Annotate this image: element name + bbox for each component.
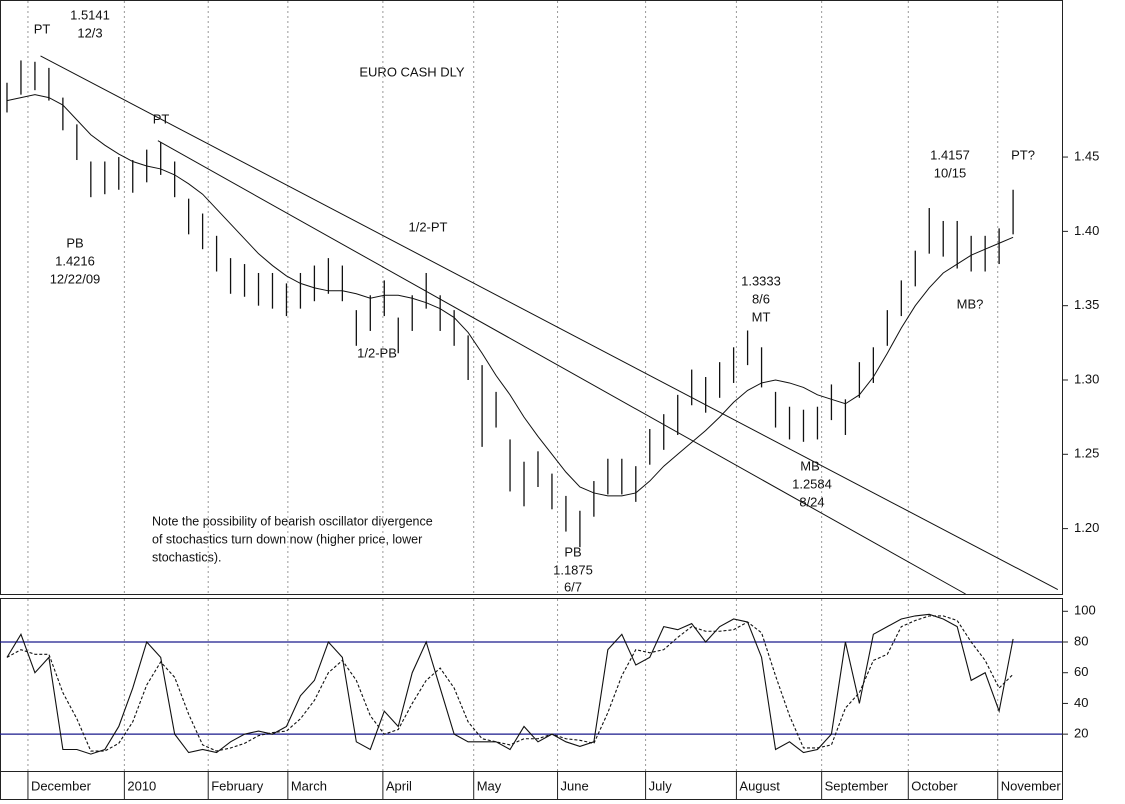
annotation: PB [66,235,83,250]
y-tick-label: 20 [1074,726,1088,741]
stochastic-line [6,615,1014,752]
annotation: PT? [1011,147,1035,162]
annotation: 12/3 [77,25,102,40]
annotation: 1.1875 [553,562,593,577]
annotation: 12/22/09 [50,271,101,286]
y-tick-label: 40 [1074,695,1088,710]
annotation: 6/7 [564,579,582,594]
annotations: PT 1.5141 12/3 PT PB 1.4216 12/22/09 1/2… [34,7,1035,594]
x-tick-label: 2010 [127,778,156,793]
annotation: MT [752,309,771,324]
moving-average [6,94,1014,497]
x-tick-label: July [649,778,673,793]
x-tick-label: February [211,778,264,793]
y-tick-label: 100 [1074,603,1096,618]
x-tick-label: October [911,778,958,793]
x-tick-label: June [561,778,589,793]
annotation: MB? [957,296,984,311]
annotation: 1.4157 [930,147,970,162]
y-tick-label: 1.25 [1074,446,1099,461]
annotation: 1.3333 [741,273,781,288]
x-tick-label: December [31,778,92,793]
trendline [40,55,1059,590]
x-tick-label: April [386,778,412,793]
annotation: 1/2-PB [357,345,397,360]
note-line: stochastics). [152,550,221,564]
annotation: 1.5141 [70,7,110,22]
stochastic-line [6,613,1014,755]
y-tick-label: 1.30 [1074,371,1099,386]
x-axis-strip [0,771,1063,800]
annotation: 10/15 [934,165,967,180]
y-tick-label: 1.40 [1074,223,1099,238]
annotation: 8/24 [799,494,824,509]
y-tick-label: 80 [1074,633,1088,648]
annotation: PT [34,21,51,36]
chart-title: EURO CASH DLY [359,64,465,79]
x-tick-label: September [825,778,889,793]
x-tick-label: May [477,778,502,793]
note-line: Note the possibility of bearish oscillat… [152,514,433,528]
x-tick-label: August [739,778,780,793]
y-tick-label: 1.20 [1074,520,1099,535]
annotation: 1/2-PT [408,219,447,234]
annotation: MB [800,458,820,473]
y-tick-label: 60 [1074,664,1088,679]
x-tick-label: November [1001,778,1062,793]
x-tick-label: March [291,778,327,793]
stoch-panel [0,598,1063,772]
note-line: of stochastics turn down now (higher pri… [152,532,422,546]
annotation: 1.2584 [792,476,832,491]
annotation: 8/6 [752,291,770,306]
price-panel [0,0,1063,595]
annotation: PB [564,544,581,559]
annotation: 1.4216 [55,253,95,268]
y-tick-label: 1.35 [1074,297,1099,312]
y-tick-label: 1.45 [1074,148,1099,163]
trendline [157,140,966,595]
